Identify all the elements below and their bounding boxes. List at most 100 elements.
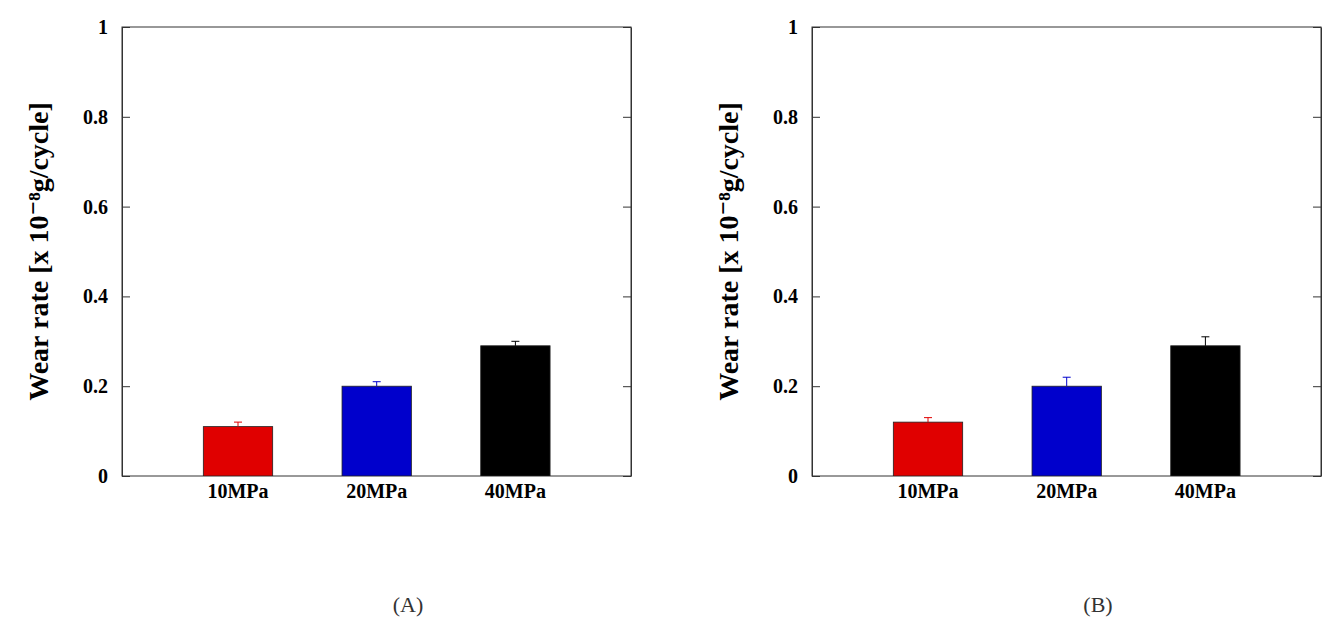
tick-label: 40MPa [1175, 480, 1236, 502]
tick: 10MPa [897, 480, 958, 502]
y-axis-right [1313, 28, 1322, 477]
bar [342, 386, 411, 476]
tick-label: 0.6 [83, 196, 108, 218]
y-axis-right [623, 28, 632, 477]
tick-mark [623, 207, 631, 208]
tick [1313, 386, 1321, 387]
axis-line [122, 28, 123, 477]
tick-mark [1313, 296, 1321, 297]
tick-mark [122, 386, 130, 387]
tick-mark [122, 207, 130, 208]
tick-label: 0.8 [83, 106, 108, 128]
bars [203, 341, 550, 476]
tick: 0.6 [83, 196, 130, 218]
tick: 0.4 [773, 285, 820, 307]
tick [623, 476, 631, 477]
tick-label: 1 [788, 16, 798, 38]
panel-title: (B) [1083, 592, 1112, 617]
tick-mark [623, 117, 631, 118]
tick-label: 0.6 [773, 196, 798, 218]
tick: 40MPa [1175, 480, 1236, 502]
tick: 10MPa [207, 480, 268, 502]
tick-mark [812, 117, 820, 118]
error-bar [234, 422, 242, 426]
error-bar [373, 382, 381, 386]
tick-mark [122, 296, 130, 297]
error-bar [1201, 337, 1209, 346]
tick: 0 [98, 465, 130, 487]
tick [1313, 207, 1321, 208]
tick-label: 10MPa [897, 480, 958, 502]
tick-label: 20MPa [1036, 480, 1097, 502]
bar [203, 427, 272, 476]
tick [1313, 476, 1321, 477]
bar [481, 346, 550, 476]
tick-label: 40MPa [485, 480, 546, 502]
tick-label: 20MPa [346, 480, 407, 502]
error-bar [1063, 377, 1071, 386]
tick: 0.8 [773, 106, 820, 128]
tick: 0.2 [83, 375, 130, 397]
bars [893, 337, 1240, 476]
tick: 0.8 [83, 106, 130, 128]
tick-mark [1313, 117, 1321, 118]
y-axis: 0 0.2 0.4 0.6 0.8 1 [773, 16, 820, 487]
tick-label: 0.2 [83, 375, 108, 397]
tick-label: 10MPa [207, 480, 268, 502]
panel-title: (A) [393, 592, 424, 617]
tick [1313, 296, 1321, 297]
tick-mark [812, 386, 820, 387]
chart-panel: 0 0.2 0.4 0.6 0.8 1 10MPa 20MPa 40MPa Wear rate [… [713, 16, 1322, 617]
tick: 0 [788, 465, 820, 487]
tick-mark [812, 296, 820, 297]
axis-title: Wear rate [x 10⁻⁸g/cycle] [713, 102, 744, 401]
x-axis: 10MPa 20MPa 40MPa [897, 480, 1235, 502]
error-bar [924, 418, 932, 422]
tick-label: 0 [788, 465, 798, 487]
axis-line [631, 28, 632, 477]
tick: 0.2 [773, 375, 820, 397]
tick-mark [122, 117, 130, 118]
plot-frame [122, 27, 631, 476]
tick: 0.6 [773, 196, 820, 218]
tick: 20MPa [346, 480, 407, 502]
tick: 1 [98, 16, 130, 38]
tick-mark [623, 27, 631, 28]
x-axis: 10MPa 20MPa 40MPa [207, 480, 545, 502]
tick-mark [122, 476, 130, 477]
plot-frame [812, 27, 1321, 476]
axis-line [1321, 28, 1322, 477]
tick-label: 0.8 [773, 106, 798, 128]
bar [893, 422, 962, 476]
tick-mark [623, 476, 631, 477]
tick [1313, 117, 1321, 118]
tick [1313, 27, 1321, 28]
tick-label: 0 [98, 465, 108, 487]
tick-mark [122, 27, 130, 28]
figure: 0 0.2 0.4 0.6 0.8 1 10MPa 20MPa 40MPa Wear rate [… [0, 0, 1339, 628]
tick: 0.4 [83, 285, 130, 307]
tick: 1 [788, 16, 820, 38]
y-axis: 0 0.2 0.4 0.6 0.8 1 [83, 16, 130, 487]
tick-mark [1313, 27, 1321, 28]
tick-label: 0.4 [773, 285, 798, 307]
tick-mark [623, 296, 631, 297]
tick-mark [812, 476, 820, 477]
tick-mark [1313, 386, 1321, 387]
tick-mark [623, 386, 631, 387]
tick-mark [812, 207, 820, 208]
chart-panel: 00.20.40.60.8110MPa20MPa40MPaWear rate [… [23, 16, 632, 617]
tick-mark [1313, 476, 1321, 477]
tick [623, 296, 631, 297]
tick-mark [1313, 207, 1321, 208]
tick-label: 0.4 [83, 285, 108, 307]
tick [623, 117, 631, 118]
tick: 20MPa [1036, 480, 1097, 502]
tick-label: 1 [98, 16, 108, 38]
tick [623, 386, 631, 387]
axis-line [812, 28, 813, 477]
error-bar [511, 341, 519, 345]
tick-mark [812, 27, 820, 28]
tick [623, 27, 631, 28]
bar [1032, 386, 1101, 476]
